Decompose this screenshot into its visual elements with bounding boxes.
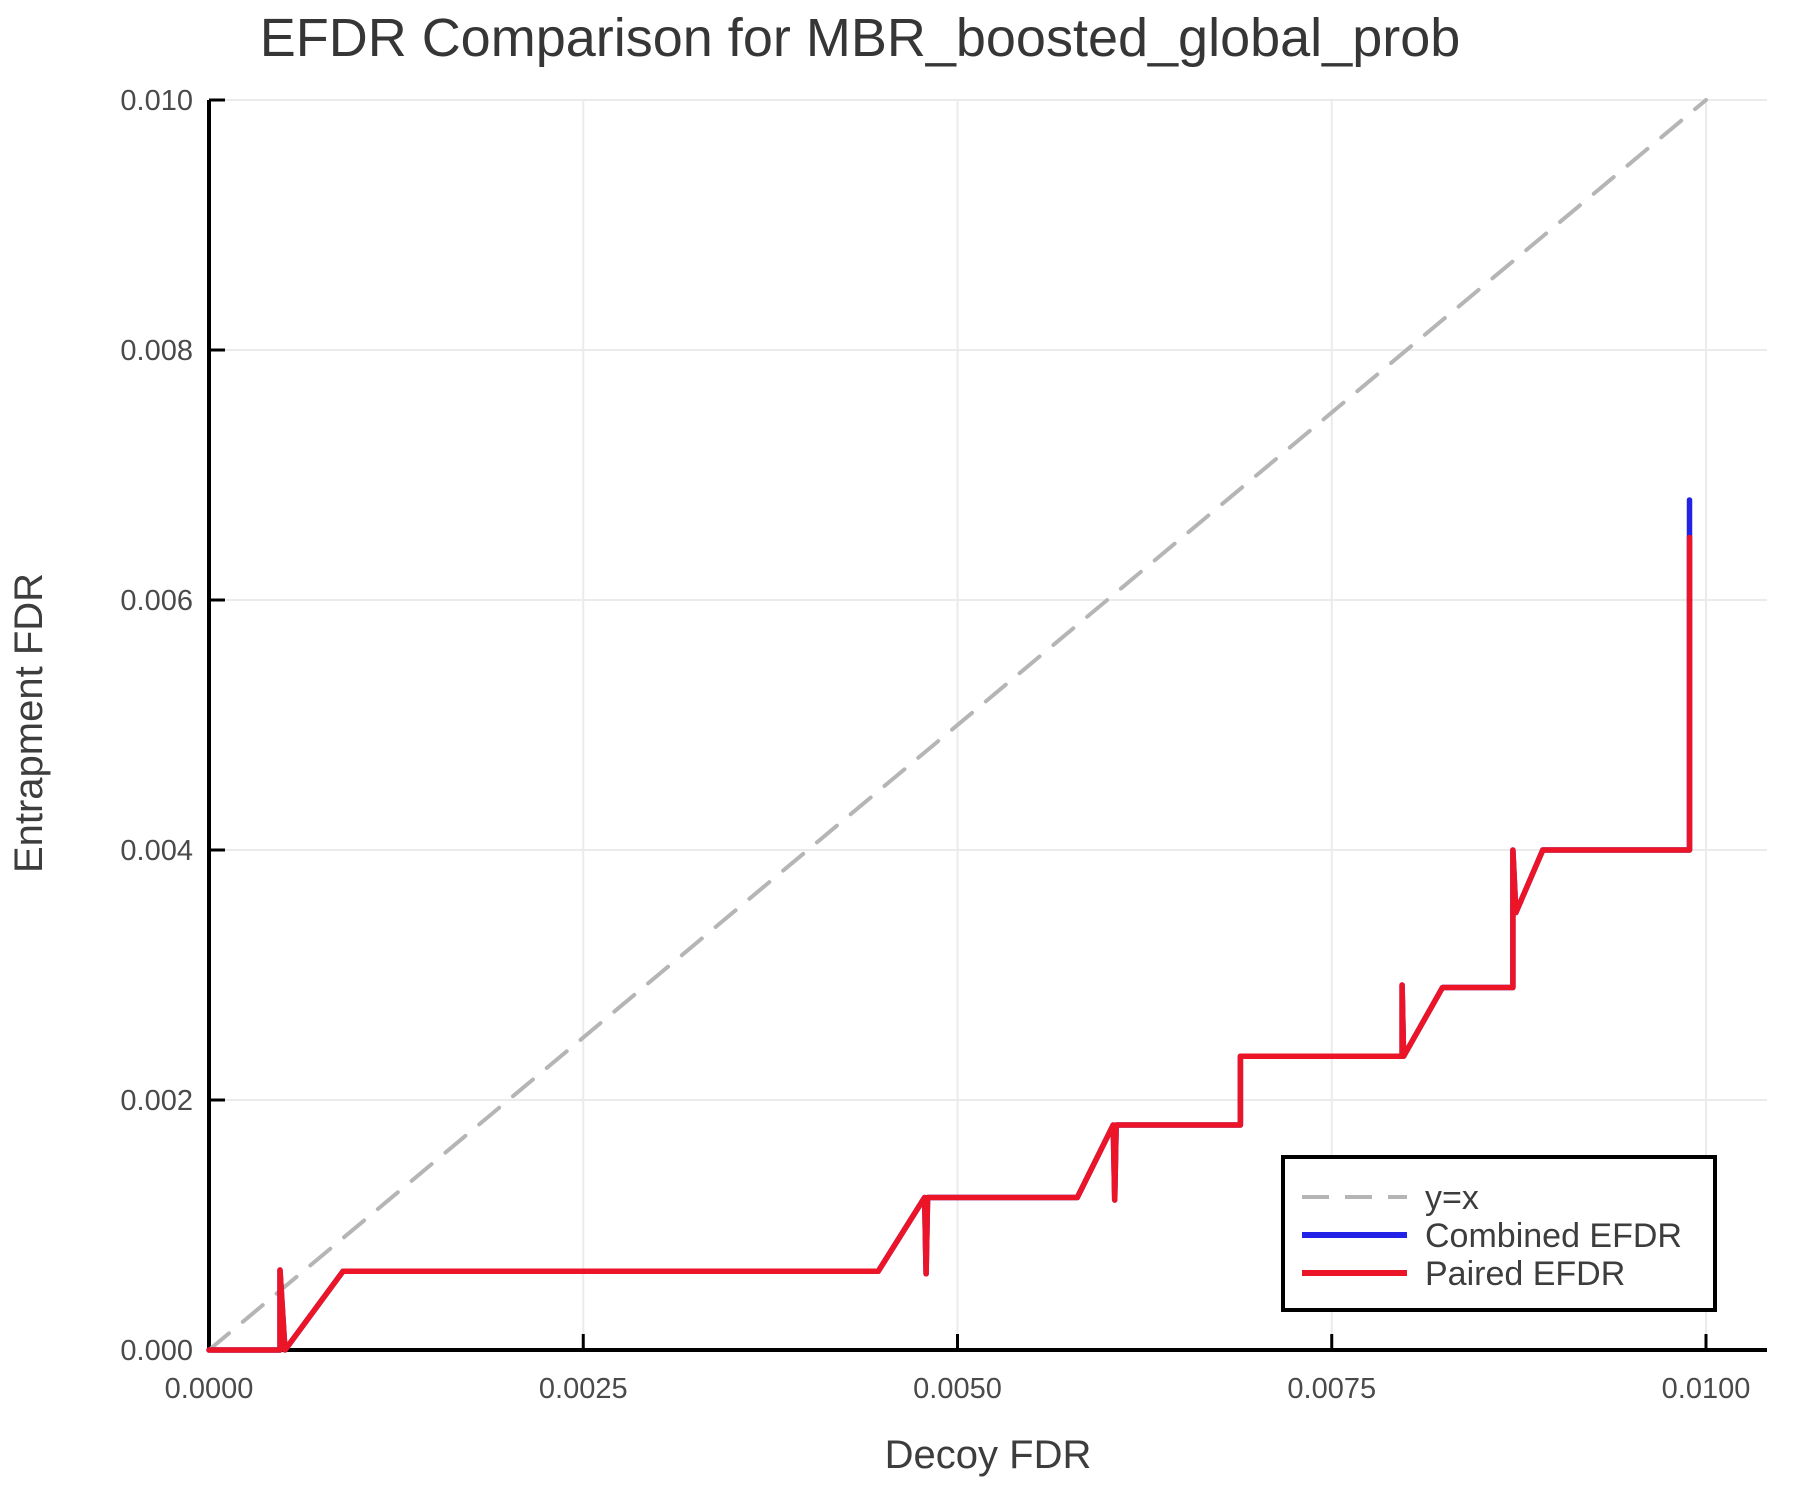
x-tick-label: 0.0100 [1662, 1373, 1751, 1405]
x-tick-label: 0.0025 [539, 1373, 628, 1405]
series-paired-efdr [206, 534, 1693, 1353]
x-tick-label: 0.0050 [913, 1373, 1002, 1405]
legend: y=x Combined EFDR Paired EFDR [1281, 1155, 1717, 1312]
x-axis-label: Decoy FDR [885, 1433, 1092, 1477]
y-axis-label: Entrapment FDR [7, 573, 51, 873]
chart-title: EFDR Comparison for MBR_boosted_global_p… [260, 8, 1461, 68]
legend-label-yx: y=x [1425, 1179, 1479, 1217]
y-tick-label: 0.002 [120, 1085, 193, 1117]
tick-labels: 0.0000 0.0025 0.0050 0.0075 0.0100 0.000 0.002… [120, 85, 1750, 1405]
x-tick-label: 0.0075 [1287, 1373, 1376, 1405]
gridlines [209, 99, 1767, 1350]
y-tick-label: 0.004 [120, 835, 193, 867]
axis-spines [207, 100, 1767, 1352]
y-tick-label: 0.010 [120, 85, 193, 117]
legend-label-paired: Paired EFDR [1425, 1255, 1625, 1293]
y-tick-label: 0.000 [120, 1335, 193, 1367]
data-series [206, 98, 1708, 1353]
y-tick-label: 0.006 [120, 585, 193, 617]
legend-label-combined: Combined EFDR [1425, 1217, 1682, 1255]
series-y-x [207, 98, 1708, 1352]
y-tick-label: 0.008 [120, 335, 193, 367]
x-tick-label: 0.0000 [165, 1373, 254, 1405]
